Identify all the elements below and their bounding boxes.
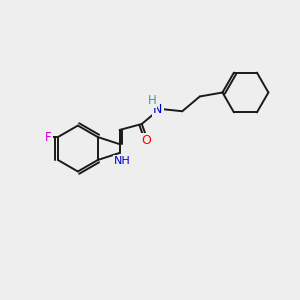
Text: H: H	[148, 94, 156, 107]
Text: NH: NH	[114, 156, 130, 166]
Text: N: N	[153, 103, 163, 116]
Text: O: O	[141, 134, 151, 147]
Text: F: F	[45, 130, 52, 143]
